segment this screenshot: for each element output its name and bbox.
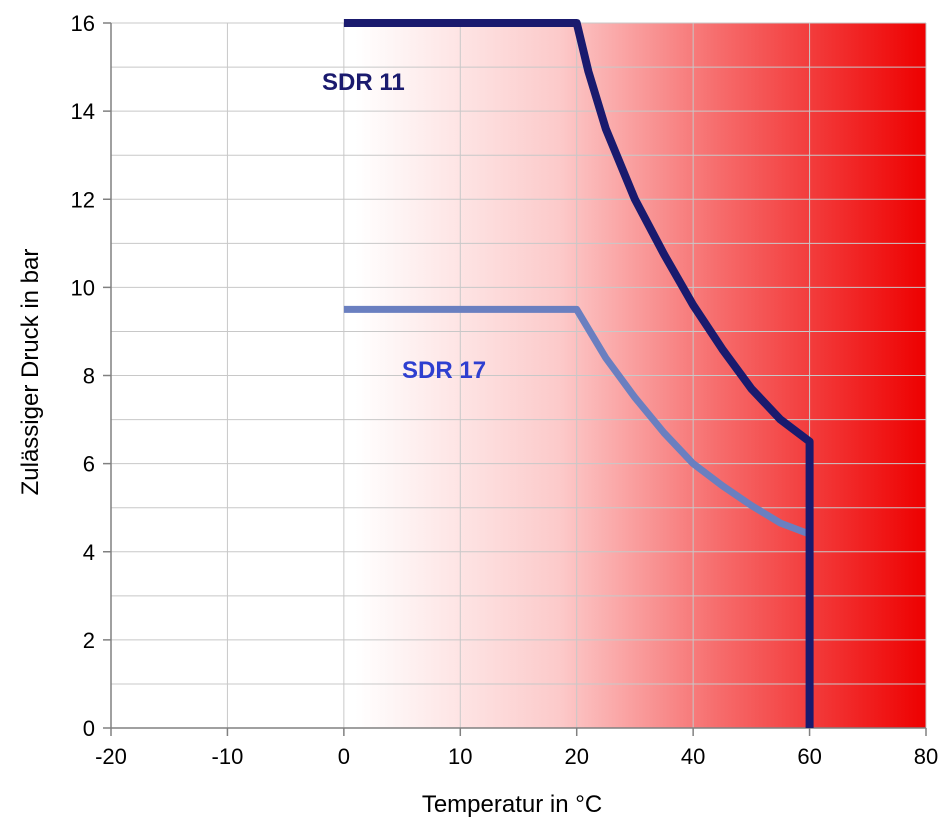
x-tick-label: 10 [448,744,472,769]
series-lines [343,19,814,728]
x-tick-labels: -20 -10 0 10 20 40 60 80 [95,744,938,769]
y-tick-label: 2 [83,628,95,653]
y-axis-title: Zulässiger Druck in bar [17,249,44,496]
x-tick-label: 40 [681,744,705,769]
y-tick-label: 10 [71,275,95,300]
x-tick-label: 80 [914,744,938,769]
y-tick-label: 8 [83,364,95,389]
x-tick-label: 20 [564,744,588,769]
y-tick-label: 0 [83,716,95,741]
y-tick-label: 4 [83,540,95,565]
y-tick-label: 6 [83,452,95,477]
series-line-sdr11 [343,19,814,728]
x-tick-label: -10 [212,744,244,769]
series-line-sdr17 [343,305,811,538]
y-tick-label: 14 [71,99,95,124]
x-tick-label: 0 [338,744,350,769]
x-axis-title: Temperatur in °C [422,791,602,818]
y-tick-labels: 0 2 4 6 8 10 12 14 16 [71,11,95,741]
axes [103,22,927,736]
x-tick-label: 60 [797,744,821,769]
series-label-sdr11: SDR 11 [322,69,405,96]
x-tick-label: -20 [95,744,127,769]
series-label-sdr17: SDR 17 [402,357,486,384]
y-tick-label: 16 [71,11,95,36]
y-tick-label: 12 [71,187,95,212]
